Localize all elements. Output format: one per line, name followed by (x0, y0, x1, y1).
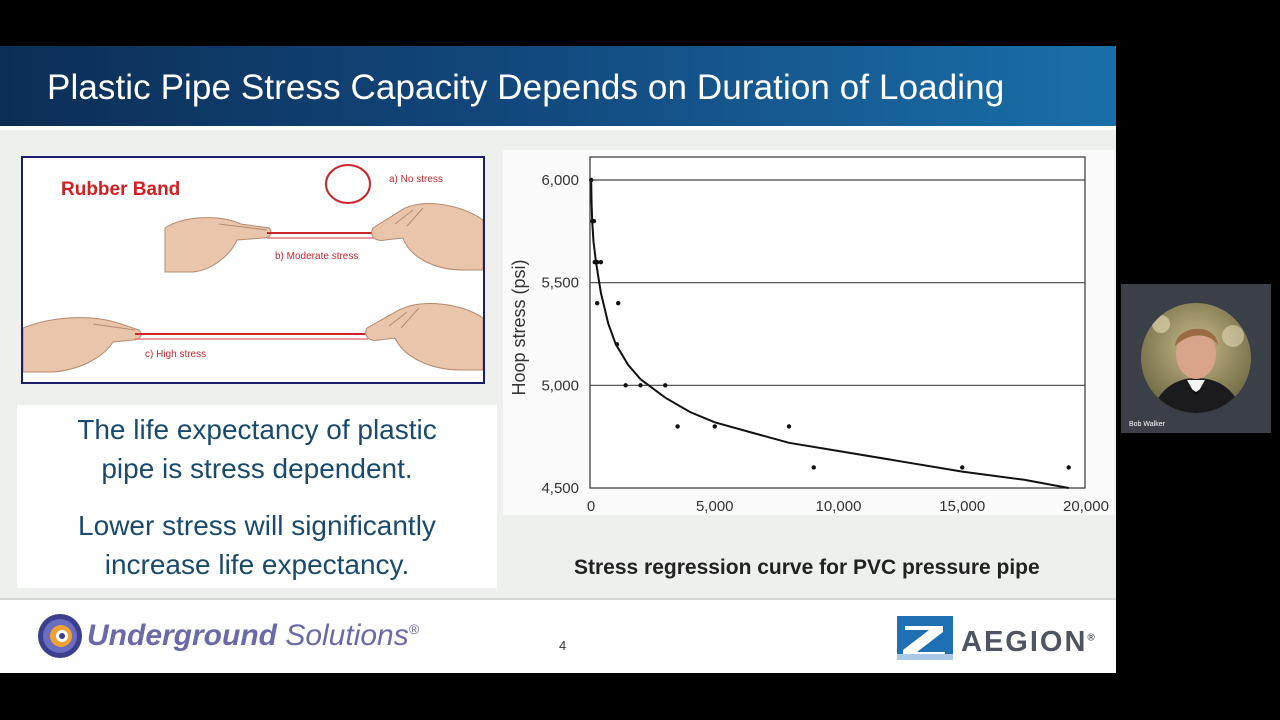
label-no-stress: a) No stress (389, 174, 443, 185)
data-point (811, 465, 816, 470)
point-2-line-2: increase life expectancy. (104, 549, 410, 580)
title-divider (0, 126, 1116, 130)
rubber-band-illustration (23, 164, 483, 373)
page-number: 4 (559, 638, 567, 653)
point-1-line-2: pipe is stress dependent. (101, 453, 413, 484)
chart-title: Stress regression curve for PVC pressure… (574, 556, 1040, 579)
x-tick-label: 20,000 (1063, 498, 1109, 515)
right-hand-moderate (371, 203, 483, 271)
underground-solutions-wordmark: Underground Solutions® (87, 619, 420, 652)
chart-svg: 4,500 5,000 5,500 6,000 0 5,000 10,000 15,000 20… (509, 156, 1109, 544)
y-tick-label: 5,500 (541, 275, 579, 292)
presentation-slide: Plastic Pipe Stress Capacity Depends on … (0, 46, 1116, 673)
participant-video-tile[interactable]: Bob Walker (1121, 284, 1271, 433)
rubber-band-loop (325, 164, 371, 204)
regression-curve (590, 179, 1069, 489)
data-point (594, 301, 600, 306)
x-tick-label: 10,000 (816, 498, 862, 515)
y-tick-label: 4,500 (541, 480, 579, 497)
right-hand-high (365, 303, 483, 371)
plot-frame (589, 156, 1086, 489)
participant-avatar (1141, 303, 1251, 413)
data-point (623, 383, 628, 388)
data-point (663, 383, 668, 388)
data-point (589, 177, 594, 183)
point-1-line-1: The life expectancy of plastic (77, 414, 437, 445)
point-2-line-1: Lower stress will significantly (78, 510, 436, 541)
data-point (675, 424, 680, 429)
x-tick-label: 0 (587, 498, 595, 515)
title-bar: Plastic Pipe Stress Capacity Depends on … (0, 46, 1116, 126)
data-point (616, 301, 621, 306)
data-point (591, 218, 597, 224)
aegion-wordmark: AEGION® (961, 626, 1095, 658)
key-points-textbox: The life expectancy of plastic pipe is s… (17, 405, 497, 588)
aegion-logo-icon (897, 616, 953, 660)
left-hand-high (23, 317, 142, 373)
data-point (614, 342, 620, 347)
left-hand-moderate (164, 217, 272, 273)
data-point (786, 424, 792, 429)
participant-name: Bob Walker (1129, 421, 1165, 428)
data-point (638, 383, 643, 388)
label-high-stress: c) High stress (145, 349, 207, 360)
rubber-band-figure: Rubber Band (21, 156, 485, 384)
data-point (960, 465, 965, 470)
y-tick-label: 5,000 (541, 377, 579, 394)
slide-title: Plastic Pipe Stress Capacity Depends on … (47, 68, 1005, 107)
data-point (1066, 465, 1071, 470)
underground-solutions-logo-icon (38, 614, 82, 658)
data-point (594, 259, 600, 265)
data-point (598, 259, 604, 265)
x-tick-label: 15,000 (939, 498, 985, 515)
slide-footer: Underground Solutions® 4 AEGION® (0, 598, 1116, 673)
stress-regression-chart: 4,500 5,000 5,500 6,000 0 5,000 10,000 15,000 20… (503, 150, 1114, 544)
y-axis-label: Hoop stress (psi) (509, 259, 529, 395)
x-tick-label: 5,000 (696, 498, 734, 515)
y-tick-label: 6,000 (541, 172, 579, 189)
rubber-band-title: Rubber Band (61, 179, 181, 200)
data-point (712, 424, 717, 429)
label-moderate-stress: b) Moderate stress (275, 251, 359, 262)
